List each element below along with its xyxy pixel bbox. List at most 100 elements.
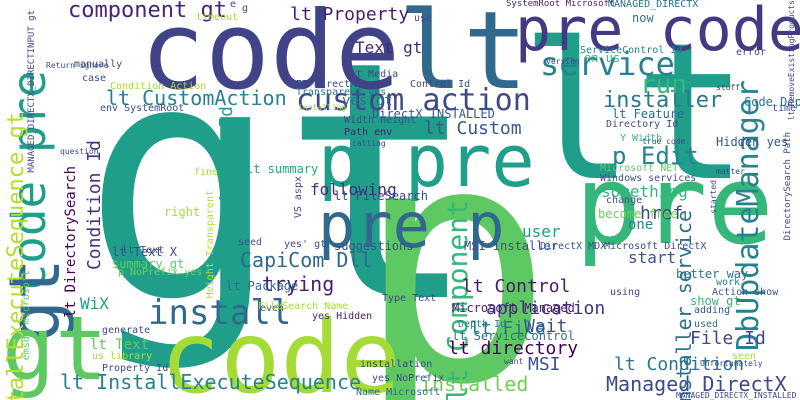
word: env SystemRoot [100, 103, 185, 114]
word: calling [352, 139, 386, 148]
word: gt [82, 0, 480, 375]
word: File Id [690, 328, 766, 349]
word: Directory Id [606, 119, 679, 130]
word: lt InstallExecuteSequence [60, 370, 362, 394]
word: now [632, 11, 654, 25]
word: emsdn microsoft [21, 270, 32, 361]
word: Hidden yes [716, 135, 789, 149]
word: Return ignore [46, 61, 109, 70]
word: using [610, 287, 641, 298]
word: matter [716, 167, 745, 176]
word: Wait [524, 316, 568, 337]
word: MSI installer [464, 239, 558, 253]
word: NET DirectX [290, 79, 357, 90]
word: p pre [318, 119, 535, 203]
word: user [522, 222, 561, 241]
word: p NoPrefix yes [118, 267, 203, 278]
word: lt Text [90, 337, 150, 353]
word: e [230, 0, 237, 10]
word: lt Package [226, 279, 299, 293]
word: VS aspx [293, 176, 304, 219]
word: Condition Action [110, 81, 207, 92]
word: Property Id [102, 363, 169, 374]
word: yes NoPrefix [372, 373, 445, 384]
word: Version [546, 57, 580, 66]
word: lt Property [290, 4, 410, 25]
word: Type Text [382, 293, 437, 304]
word: something [601, 182, 688, 201]
word: DbUpdateManager [731, 80, 766, 351]
word: FileSearch Name [258, 301, 349, 312]
word: g [242, 3, 249, 14]
word: DirectX INSTALLED [372, 107, 495, 121]
word: lt CustomAction [106, 86, 287, 110]
word: Windows services [600, 173, 697, 184]
word: Path env [344, 127, 393, 138]
word: suggestions [334, 239, 414, 253]
word: p Edit [612, 142, 699, 170]
word: lt File [470, 318, 546, 339]
word: fine [194, 167, 219, 178]
word: timeout [196, 12, 239, 23]
word: lt ServiceControl [452, 329, 575, 343]
word: component gt [68, 0, 227, 23]
word: use [414, 13, 433, 24]
word: Microsoft DirectX [604, 241, 707, 252]
word: summary gt [112, 257, 185, 271]
word: lt Text X [112, 245, 178, 259]
word: us library [92, 351, 153, 362]
word: error [736, 47, 767, 58]
word: CapiCom Dll [240, 248, 373, 272]
word: generate [102, 325, 151, 336]
word: gt [2, 297, 108, 400]
word: MANAGED_DIRECTX_DIRECTINPUT gt [27, 10, 37, 173]
word: pre code [515, 0, 800, 65]
word: even [260, 303, 285, 314]
word: Action show [712, 287, 779, 298]
word: lt [398, 0, 529, 114]
word: yes' gt [284, 239, 327, 250]
word: lt Custom [424, 118, 522, 139]
word: Text gt [355, 38, 423, 57]
word: installation [360, 359, 433, 370]
word: CustomAction Id [216, 106, 237, 269]
word: seed [238, 237, 263, 248]
word: DirectorySearch Path [783, 132, 793, 241]
word: seen [732, 351, 757, 362]
word: lt Feature [612, 107, 685, 121]
word: better way [676, 267, 749, 281]
word: started [709, 180, 718, 214]
word: Control Id [410, 79, 471, 90]
word: change [606, 195, 643, 206]
word: yes gt [342, 93, 393, 109]
word: lt DirectorySearch [63, 166, 79, 318]
word: lt directory [448, 338, 579, 359]
word: pre [575, 141, 774, 269]
word: Condition Id [84, 140, 105, 271]
word: href [640, 203, 684, 224]
word: install [148, 293, 292, 333]
word: run [640, 70, 687, 100]
word: want [504, 357, 524, 366]
word: true code [642, 137, 686, 146]
word: lt RemoveExistingProducts [787, 0, 796, 121]
word: adding [694, 305, 731, 316]
word: lt Control [462, 276, 571, 297]
word: service [540, 45, 675, 83]
word: Height Transparent [205, 190, 216, 299]
word: WiX [80, 294, 109, 313]
word: Transparent yes [296, 87, 387, 98]
word: following [310, 180, 397, 199]
word: lt summary [246, 162, 319, 176]
word: Width Height [344, 115, 417, 126]
word: stuff [716, 83, 741, 92]
word: Microsoft NET [600, 163, 679, 174]
word: lt Media [350, 69, 399, 80]
word: used [694, 319, 719, 330]
word: lt Text [122, 245, 165, 256]
word: MSI [528, 354, 561, 375]
word: DirectX MDX [540, 241, 607, 252]
word: work [716, 277, 741, 288]
word: show gt [690, 294, 741, 308]
